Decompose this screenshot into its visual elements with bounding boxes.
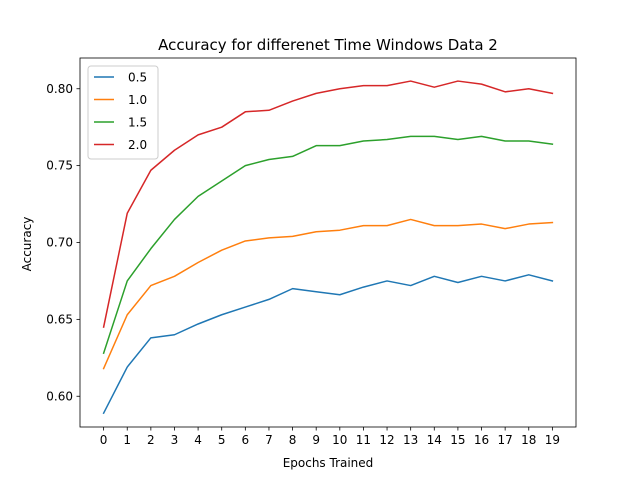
- x-tick-label-9: 9: [312, 433, 320, 447]
- x-tick-label-5: 5: [218, 433, 226, 447]
- x-axis-label: Epochs Trained: [283, 456, 374, 470]
- plot-area: 0 1 2 3 4 5 6 7 8 9 10 11 12 13 14 15 16 17 18 190.600.650.…: [46, 57, 577, 447]
- x-tick-label-12: 12: [379, 433, 394, 447]
- x-tick-label-4: 4: [194, 433, 202, 447]
- x-tick-label-6: 6: [242, 433, 250, 447]
- legend-label-0.5: 0.5: [128, 71, 147, 85]
- y-tick-label-0: 0.60: [46, 389, 73, 403]
- legend-label-2.0: 2.0: [128, 138, 147, 152]
- x-tick-label-14: 14: [427, 433, 442, 447]
- x-tick-label-7: 7: [265, 433, 273, 447]
- chart-title: Accuracy for differenet Time Windows Dat…: [158, 36, 498, 54]
- x-tick-label-3: 3: [171, 433, 179, 447]
- series-line-0.5: [102, 274, 554, 415]
- x-tick-label-11: 11: [356, 433, 371, 447]
- y-tick-label-4: 0.80: [46, 82, 73, 96]
- y-tick-label-3: 0.75: [46, 159, 73, 173]
- x-tick-label-2: 2: [147, 433, 155, 447]
- x-tick-label-17: 17: [498, 433, 513, 447]
- x-tick-label-16: 16: [474, 433, 489, 447]
- x-tick-label-18: 18: [521, 433, 536, 447]
- x-tick-label-19: 19: [545, 433, 560, 447]
- x-tick-label-13: 13: [403, 433, 418, 447]
- series-line-1.0: [102, 218, 554, 370]
- series-line-1.5: [102, 135, 554, 355]
- legend-box: [87, 65, 159, 160]
- x-tick-label-10: 10: [332, 433, 347, 447]
- x-tick-label-0: 0: [100, 433, 108, 447]
- x-tick-label-1: 1: [123, 433, 131, 447]
- y-axis-label: Accuracy: [20, 217, 34, 272]
- legend-label-1.5: 1.5: [128, 116, 147, 130]
- x-tick-label-8: 8: [289, 433, 297, 447]
- y-tick-label-1: 0.65: [46, 312, 73, 326]
- legend-label-1.0: 1.0: [128, 93, 147, 107]
- y-tick-label-2: 0.70: [46, 236, 73, 250]
- x-tick-label-15: 15: [450, 433, 465, 447]
- series-line-2.0: [102, 80, 554, 328]
